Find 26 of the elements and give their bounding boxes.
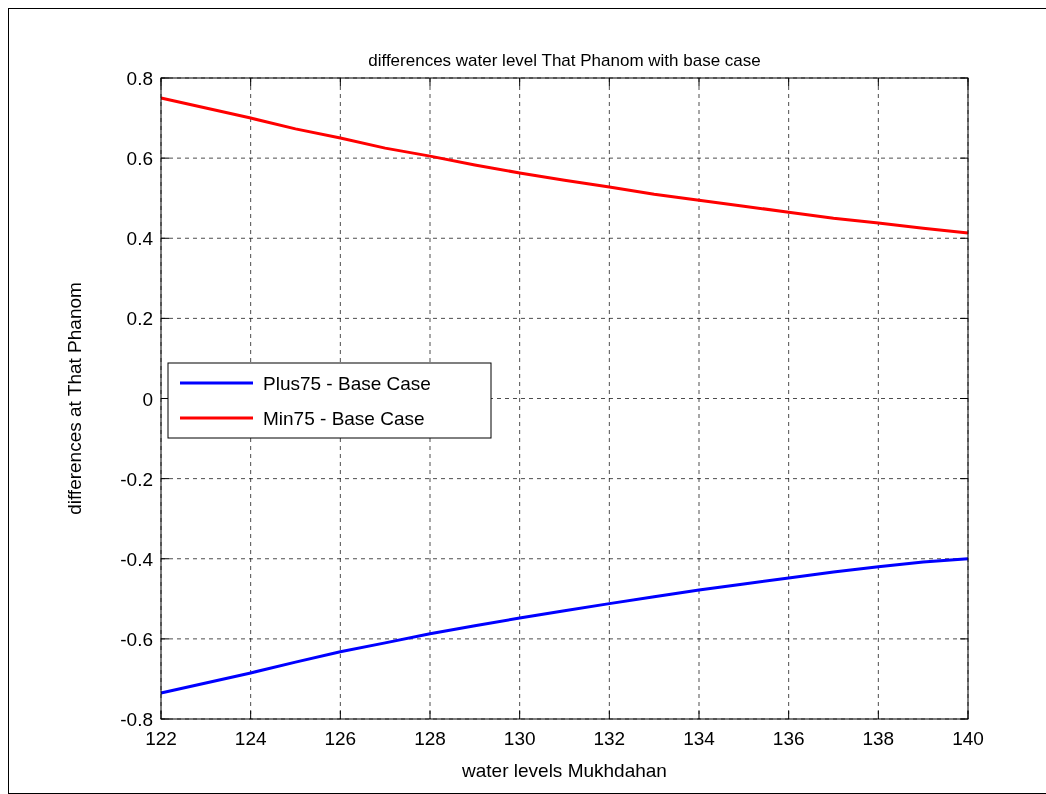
y-axis-title: differences at That Phanom <box>64 282 85 515</box>
x-tick-label: 136 <box>772 728 805 749</box>
y-tick-label: -0.6 <box>120 628 153 650</box>
y-tick-label: -0.2 <box>120 468 153 490</box>
line-series <box>159 96 970 235</box>
x-tick-label: 140 <box>952 728 984 749</box>
x-tick-label: 130 <box>503 728 536 749</box>
x-tick-label: 132 <box>593 728 626 749</box>
x-axis-title: water levels Mukhdahan <box>461 760 667 781</box>
x-tick-label: 134 <box>683 728 716 749</box>
legend-label: Plus75 - Base Case <box>263 373 431 394</box>
y-tick-label: -0.8 <box>120 709 153 730</box>
y-tick-label: 0 <box>142 388 153 410</box>
y-tick-label: 0.2 <box>126 308 153 330</box>
y-tick-label: 0.4 <box>126 228 154 250</box>
y-tick-label: -0.4 <box>120 548 154 570</box>
x-tick-label: 124 <box>234 728 267 749</box>
x-tick-label: 138 <box>862 728 895 749</box>
y-tick-label: 0.6 <box>126 148 153 170</box>
x-tick-label: 128 <box>414 728 446 749</box>
x-tick-label: 122 <box>145 728 177 749</box>
legend-label: Min75 - Base Case <box>263 408 425 429</box>
chart-title: differences water level That Phanom with base case <box>368 51 761 70</box>
y-tick-label: 0.8 <box>126 68 153 89</box>
x-tick-label: 126 <box>324 728 357 749</box>
line-series <box>159 557 970 695</box>
